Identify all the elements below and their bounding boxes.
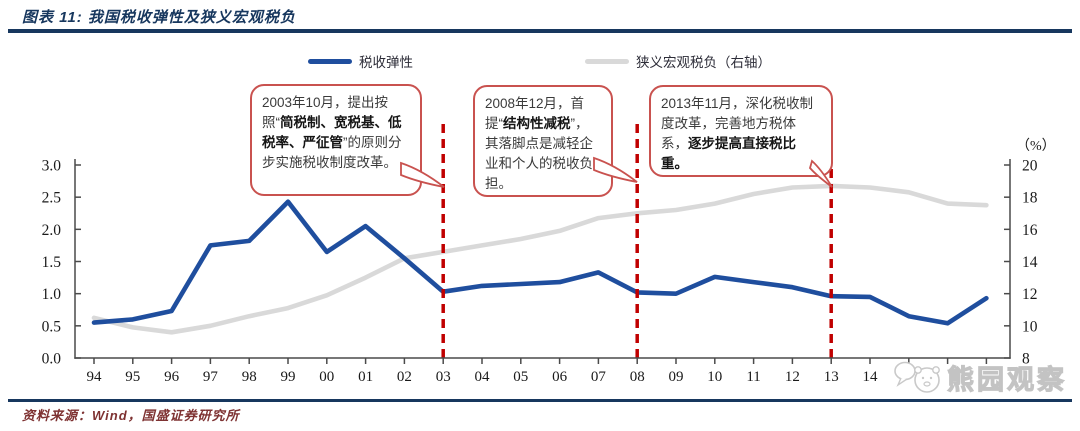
annotation-2003: 2003年10月，提出按照“简税制、宽税基、低税率、严征管”的原则分步实施税收制… [250,84,445,196]
svg-text:94: 94 [87,369,103,385]
footer-rule [8,399,1072,402]
xiongyuan-logo-icon [894,361,940,393]
svg-text:（%）: （%） [1016,138,1056,154]
svg-text:96: 96 [164,369,180,385]
svg-text:20: 20 [1022,158,1038,175]
svg-text:2.0: 2.0 [42,222,62,239]
legend-item-macro-tax-burden: 狭义宏观税负（右轴） [585,51,771,71]
svg-text:10: 10 [1022,318,1038,335]
svg-text:03: 03 [436,369,451,385]
svg-text:0.5: 0.5 [42,318,62,335]
annotation-text: 2008年12月，首提“结构性减税”，其落脚点是减轻企业和个人的税收负担。 [485,96,593,191]
source-note: 资料来源：Wind，国盛证券研究所 [22,408,240,423]
svg-text:06: 06 [552,369,568,385]
annotation-text: 2013年11月，深化税收制度改革，完善地方税体系，逐步提高直接税比重。 [661,96,814,171]
annotation-2013: 2013年11月，深化税收制度改革，完善地方税体系，逐步提高直接税比重。 [649,85,833,188]
svg-text:98: 98 [242,369,257,385]
legend-label: 税收弹性 [359,55,413,70]
svg-text:1.5: 1.5 [42,254,62,271]
legend-item-tax-elasticity: 税收弹性 [308,51,413,71]
svg-text:09: 09 [669,369,684,385]
svg-text:10: 10 [707,369,722,385]
svg-text:04: 04 [475,369,491,385]
svg-text:07: 07 [591,369,607,385]
svg-text:12: 12 [1022,286,1038,303]
blue-line-swatch-icon [308,58,352,64]
svg-text:95: 95 [125,369,140,385]
svg-text:08: 08 [630,369,645,385]
callout-tail [593,156,638,183]
figure-title: 图表 11: 我国税收弹性及狭义宏观税负 [22,9,296,26]
annotation-text: 2003年10月，提出按照“简税制、宽税基、低税率、严征管”的原则分步实施税收制… [262,95,402,170]
legend-label: 狭义宏观税负（右轴） [636,55,771,70]
callout-tail [400,161,445,188]
svg-text:3.0: 3.0 [42,158,62,175]
svg-text:05: 05 [513,369,528,385]
svg-text:1.0: 1.0 [42,286,62,303]
callout-tail [809,159,833,188]
gray-line-swatch-icon [585,58,629,64]
svg-text:11: 11 [746,369,760,385]
svg-text:00: 00 [319,369,334,385]
svg-text:01: 01 [358,369,373,385]
svg-text:14: 14 [863,369,879,385]
svg-text:2.5: 2.5 [42,190,62,207]
watermark-text: 熊园观察 [946,364,1067,395]
svg-text:18: 18 [1022,190,1038,207]
svg-text:02: 02 [397,369,412,385]
svg-text:99: 99 [281,369,296,385]
svg-text:0.0: 0.0 [42,351,62,368]
svg-text:8: 8 [1022,351,1030,368]
svg-text:16: 16 [1022,222,1038,239]
svg-text:97: 97 [203,369,219,385]
chart-legend: 税收弹性 狭义宏观税负（右轴） [0,51,1080,71]
svg-text:13: 13 [824,369,839,385]
xiongyuan-watermark: 熊园观察 [893,356,1067,398]
svg-text:14: 14 [1022,254,1038,271]
annotation-2008: 2008年12月，首提“结构性减税”，其落脚点是减轻企业和个人的税收负担。 [473,85,638,197]
svg-text:12: 12 [785,369,800,385]
title-rule [8,29,1072,33]
